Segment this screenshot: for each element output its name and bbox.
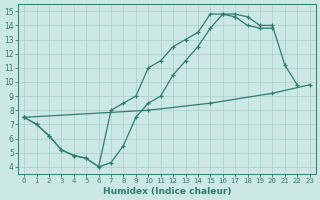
X-axis label: Humidex (Indice chaleur): Humidex (Indice chaleur)	[103, 187, 231, 196]
